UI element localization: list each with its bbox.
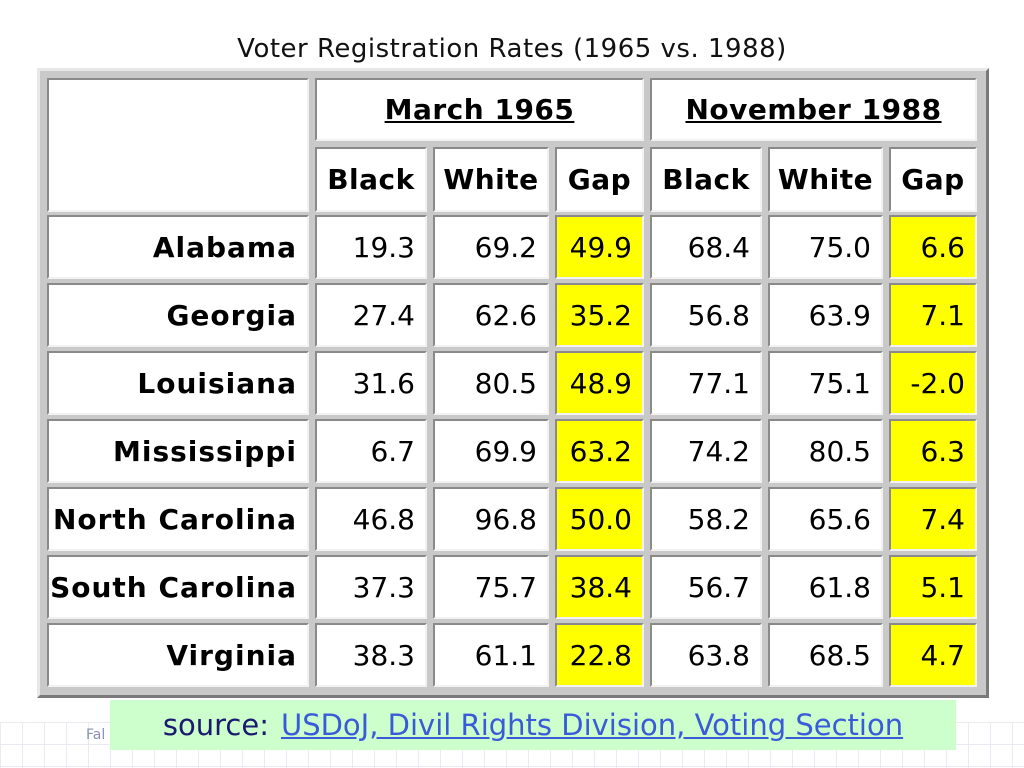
rate-value-cell: 65.6 [768,487,883,551]
row-state-label: South Carolina [47,555,309,619]
rate-value-cell: 75.0 [768,215,883,279]
row-state-label: Georgia [47,283,309,347]
gap-value-cell: 6.6 [889,215,977,279]
rate-value-cell: 77.1 [650,351,762,415]
rate-value-cell: 80.5 [433,351,549,415]
row-state-label: Alabama [47,215,309,279]
rate-value-cell: 63.8 [650,623,762,687]
group-header-label: November 1988 [685,93,942,126]
footer-text-fragment: Fal [86,727,106,743]
rate-value-cell: 38.3 [315,623,427,687]
source-link[interactable]: USDoJ, Divil Rights Division, Voting Sec… [280,708,904,742]
rate-value-cell: 56.7 [650,555,762,619]
gap-value-cell: 38.4 [555,555,644,619]
rate-value-cell: 27.4 [315,283,427,347]
rate-value-cell: 46.8 [315,487,427,551]
rate-value-cell: 68.5 [768,623,883,687]
gap-value-cell: 4.7 [889,623,977,687]
column-header-black: Black [650,147,762,212]
rate-value-cell: 61.8 [768,555,883,619]
rate-value-cell: 69.2 [433,215,549,279]
gap-value-cell: -2.0 [889,351,977,415]
row-state-label: North Carolina [47,487,309,551]
rate-value-cell: 69.9 [433,419,549,483]
row-state-label: Louisiana [47,351,309,415]
rate-value-cell: 96.8 [433,487,549,551]
rate-value-cell: 74.2 [650,419,762,483]
column-header-gap: Gap [889,147,977,212]
group-header-november-1988: November 1988 [650,78,977,141]
table-frame: March 1965 November 1988 Black White Gap Blac… [37,68,989,698]
gap-value-cell: 6.3 [889,419,977,483]
row-state-label: Virginia [47,623,309,687]
corner-cell [47,78,309,212]
rate-value-cell: 80.5 [768,419,883,483]
rate-value-cell: 56.8 [650,283,762,347]
gap-value-cell: 7.1 [889,283,977,347]
gap-value-cell: 48.9 [555,351,644,415]
rate-value-cell: 68.4 [650,215,762,279]
rate-value-cell: 61.1 [433,623,549,687]
gap-value-cell: 22.8 [555,623,644,687]
gap-value-cell: 63.2 [555,419,644,483]
source-note: source: USDoJ, Divil Rights Division, Vo… [110,700,956,750]
rate-value-cell: 62.6 [433,283,549,347]
gap-value-cell: 7.4 [889,487,977,551]
rate-value-cell: 19.3 [315,215,427,279]
rate-value-cell: 75.1 [768,351,883,415]
rate-value-cell: 58.2 [650,487,762,551]
rate-value-cell: 63.9 [768,283,883,347]
source-prefix: source: [162,708,269,742]
column-header-white: White [433,147,549,212]
column-header-white: White [768,147,883,212]
row-state-label: Mississippi [47,419,309,483]
rate-value-cell: 31.6 [315,351,427,415]
gap-value-cell: 35.2 [555,283,644,347]
rate-value-cell: 37.3 [315,555,427,619]
gap-value-cell: 49.9 [555,215,644,279]
table-title: Voter Registration Rates (1965 vs. 1988) [237,34,787,64]
rate-value-cell: 75.7 [433,555,549,619]
rate-value-cell: 6.7 [315,419,427,483]
gap-value-cell: 50.0 [555,487,644,551]
column-header-gap: Gap [555,147,644,212]
column-header-black: Black [315,147,427,212]
gap-value-cell: 5.1 [889,555,977,619]
group-header-march-1965: March 1965 [315,78,644,141]
group-header-label: March 1965 [384,93,575,126]
